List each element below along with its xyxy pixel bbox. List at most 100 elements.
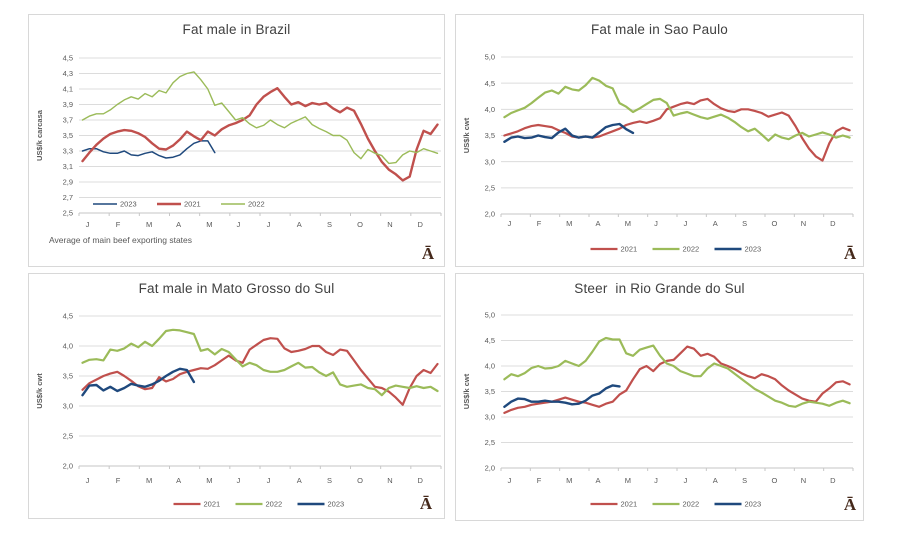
legend-item-2022: 2022 xyxy=(221,200,265,209)
svg-text:J: J xyxy=(236,220,240,229)
svg-text:4,5: 4,5 xyxy=(63,54,73,63)
chart-panel-matogrosso: Fat male in Mato Grosso do Sul 4,5 4,0 3,5 3… xyxy=(28,273,445,519)
svg-text:5,0: 5,0 xyxy=(485,311,495,320)
svg-text:M: M xyxy=(146,220,152,229)
svg-text:F: F xyxy=(116,476,121,485)
legend-item-2023: 2023 xyxy=(297,500,344,509)
svg-text:A: A xyxy=(176,220,181,229)
svg-text:3,5: 3,5 xyxy=(485,387,495,396)
svg-text:N: N xyxy=(801,219,806,228)
y-axis-title: US$/k carcasa xyxy=(35,109,44,161)
svg-text:D: D xyxy=(417,476,423,485)
svg-text:A: A xyxy=(297,220,302,229)
svg-text:S: S xyxy=(327,220,332,229)
svg-text:J: J xyxy=(683,219,687,228)
svg-text:D: D xyxy=(830,219,836,228)
chart-legend: 2021 2022 2023 xyxy=(173,500,344,509)
series-2022-line xyxy=(81,328,439,397)
gridlines xyxy=(501,314,853,469)
series-lines xyxy=(503,76,851,162)
legend-item-2021: 2021 xyxy=(590,500,638,509)
legend-label: 2022 xyxy=(248,200,265,209)
legend-item-2023: 2023 xyxy=(714,500,762,509)
svg-text:J: J xyxy=(683,476,687,485)
svg-text:D: D xyxy=(417,220,423,229)
y-axis-labels: 5,0 4,5 4,0 3,5 3,0 2,5 2,0 xyxy=(485,311,495,473)
legend-label: 2021 xyxy=(184,200,201,209)
series-lines xyxy=(503,336,851,415)
legend-item-2022: 2022 xyxy=(652,500,699,509)
svg-text:M: M xyxy=(625,219,631,228)
legend-item-2022: 2022 xyxy=(235,500,282,509)
watermark-logo: Ā xyxy=(844,244,857,263)
watermark-logo: Ā xyxy=(844,495,857,514)
svg-text:A: A xyxy=(595,476,600,485)
svg-text:J: J xyxy=(507,219,511,228)
svg-text:F: F xyxy=(116,220,121,229)
svg-text:4,5: 4,5 xyxy=(485,79,495,88)
svg-text:4,0: 4,0 xyxy=(485,362,495,371)
svg-text:2,0: 2,0 xyxy=(63,462,73,471)
chart-canvas-matogrosso: 4,5 4,0 3,5 3,0 2,5 2,0 J F M A M J J A S O N D US$/k cwt 2… xyxy=(35,312,442,513)
svg-text:S: S xyxy=(742,219,747,228)
series-lines xyxy=(81,71,439,182)
svg-text:M: M xyxy=(206,220,212,229)
chart-title: Steer in Rio Grande do Sul xyxy=(574,281,745,296)
series-2022-line xyxy=(503,76,851,142)
chart-title: Fat male in Sao Paulo xyxy=(590,22,729,37)
svg-text:4,5: 4,5 xyxy=(485,336,495,345)
svg-text:O: O xyxy=(771,219,777,228)
chart-canvas-riogrande: 5,0 4,5 4,0 3,5 3,0 2,5 2,0 J F M A M J J A S O N D US$/k c… xyxy=(462,311,857,514)
svg-text:S: S xyxy=(327,476,332,485)
svg-text:3,9: 3,9 xyxy=(63,100,73,109)
svg-text:3,0: 3,0 xyxy=(63,402,73,411)
svg-text:O: O xyxy=(771,476,777,485)
series-lines xyxy=(81,328,439,406)
svg-text:3,0: 3,0 xyxy=(485,413,495,422)
svg-text:M: M xyxy=(566,476,572,485)
svg-text:2,5: 2,5 xyxy=(485,438,495,447)
y-axis-title: US$/k cwt xyxy=(35,373,44,409)
gridlines xyxy=(79,57,441,214)
svg-text:A: A xyxy=(713,476,718,485)
y-axis-title: US$/k cwt xyxy=(462,373,471,409)
legend-label: 2021 xyxy=(621,500,638,509)
legend-label: 2023 xyxy=(745,245,762,254)
series-2021-line xyxy=(503,97,851,162)
svg-text:4,5: 4,5 xyxy=(63,312,73,321)
series-2021-line xyxy=(81,87,439,182)
svg-text:J: J xyxy=(86,476,90,485)
y-axis-labels: 5,0 4,5 4,0 3,5 3,0 2,5 2,0 xyxy=(485,53,495,219)
chart-panel-riogrande: Steer in Rio Grande do Sul 5,0 4,5 4,0 3,5 3,… xyxy=(455,273,864,521)
watermark-logo: Ā xyxy=(422,244,435,263)
series-2022-line xyxy=(81,71,439,165)
chart-panel-brazil: Fat male in Brazil 4,5 4,3 4,1 3,9 3,7 3,5 3,3 3… xyxy=(28,14,445,267)
svg-text:N: N xyxy=(387,220,392,229)
y-axis-labels: 4,5 4,3 4,1 3,9 3,7 3,5 3,3 3,1 2,9 2,7 2,5 xyxy=(63,54,73,218)
svg-text:O: O xyxy=(357,476,363,485)
chart-footnote: Average of main beef exporting states xyxy=(49,235,192,245)
legend-item-2021: 2021 xyxy=(173,500,221,509)
svg-text:F: F xyxy=(537,476,542,485)
legend-item-2023: 2023 xyxy=(714,245,762,254)
legend-label: 2021 xyxy=(204,500,221,509)
svg-text:3,3: 3,3 xyxy=(63,147,73,156)
series-2023-line xyxy=(81,367,196,397)
svg-text:J: J xyxy=(507,476,511,485)
y-axis-title: US$/k cwt xyxy=(462,117,471,153)
svg-text:A: A xyxy=(297,476,302,485)
svg-text:2,5: 2,5 xyxy=(63,432,73,441)
series-2021-line xyxy=(81,337,439,406)
svg-text:J: J xyxy=(654,476,658,485)
svg-text:4,1: 4,1 xyxy=(63,85,73,94)
series-2023-line xyxy=(503,384,621,409)
svg-text:N: N xyxy=(801,476,806,485)
svg-text:S: S xyxy=(742,476,747,485)
series-2021-line xyxy=(503,345,851,415)
svg-text:2,5: 2,5 xyxy=(485,183,495,192)
legend-label: 2023 xyxy=(745,500,762,509)
legend-label: 2021 xyxy=(621,245,638,254)
svg-text:3,5: 3,5 xyxy=(485,131,495,140)
svg-text:D: D xyxy=(830,476,836,485)
